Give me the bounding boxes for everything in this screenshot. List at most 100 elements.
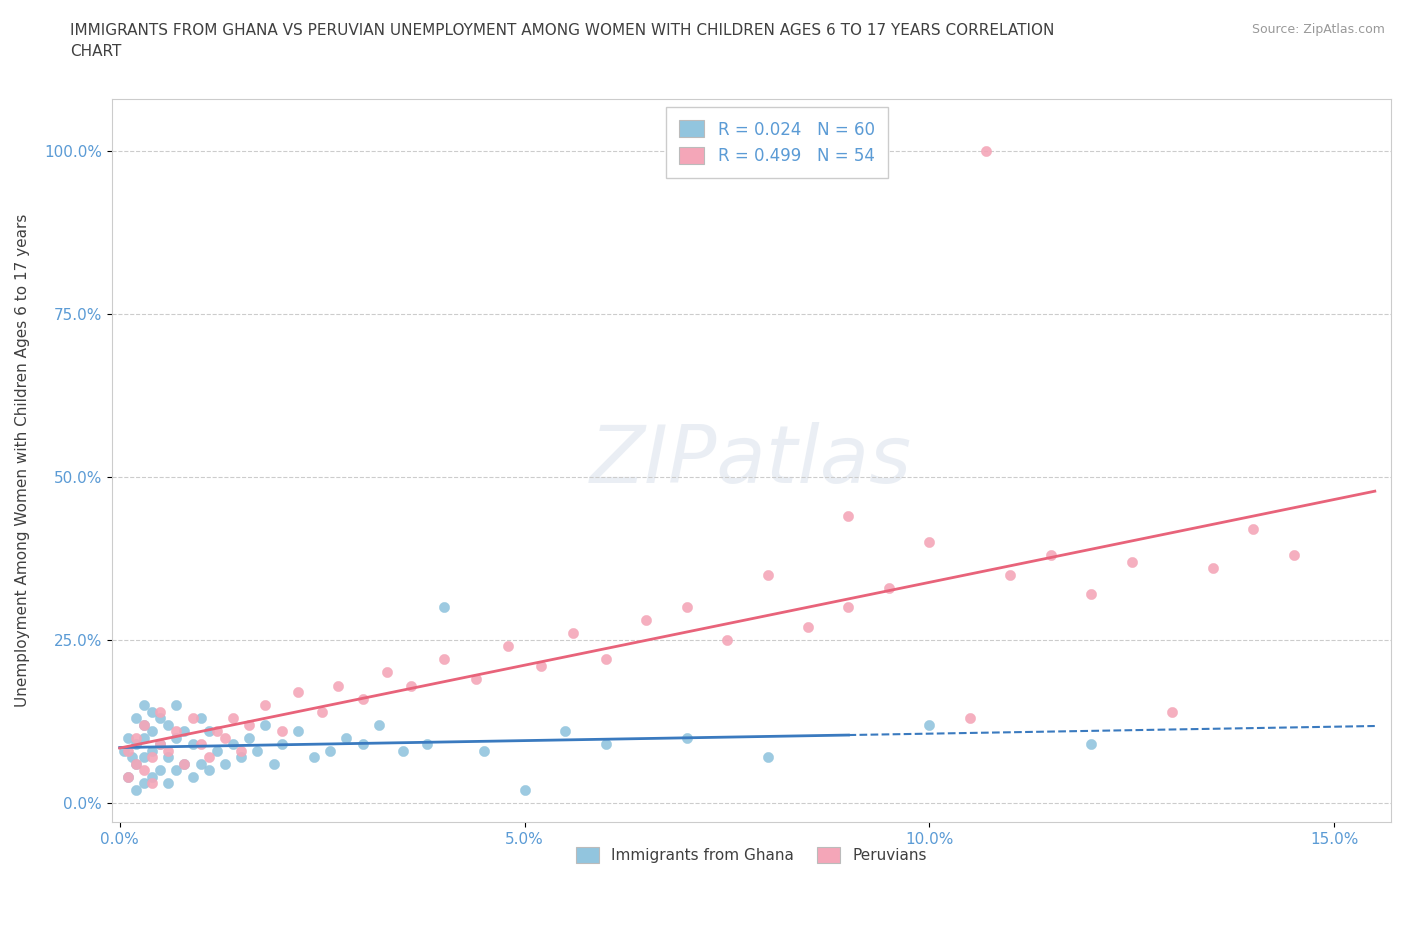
Point (125, 782, 148, 797)
Point (392, 743, 415, 758)
Point (125, 756, 148, 771)
Point (675, 730, 697, 745)
Point (263, 756, 285, 771)
Point (254, 717, 277, 732)
Point (416, 737, 439, 751)
Point (141, 750, 163, 764)
Point (837, 600, 859, 615)
Point (132, 750, 155, 764)
Point (112, 743, 135, 758)
Point (165, 763, 187, 777)
Point (554, 724, 576, 738)
Point (1282, 548, 1305, 563)
Point (149, 763, 172, 777)
Point (238, 730, 260, 745)
Point (149, 704, 172, 719)
Point (117, 730, 139, 745)
Point (918, 535, 941, 550)
Point (1000, 567, 1022, 582)
Point (190, 737, 212, 751)
Point (214, 730, 236, 745)
Point (141, 769, 163, 784)
Point (254, 698, 277, 712)
Point (125, 756, 148, 771)
Point (141, 724, 163, 738)
Point (399, 678, 422, 693)
Text: ZIPatlas: ZIPatlas (591, 421, 912, 499)
Point (149, 737, 172, 751)
Point (173, 724, 195, 738)
Point (197, 750, 219, 764)
Point (756, 567, 779, 582)
Point (190, 711, 212, 725)
Point (121, 750, 143, 764)
Point (375, 665, 398, 680)
Point (125, 730, 148, 745)
Point (165, 698, 187, 712)
Point (117, 743, 139, 758)
Point (319, 743, 342, 758)
Point (675, 600, 697, 615)
Point (157, 776, 180, 790)
Point (311, 704, 333, 719)
Point (918, 717, 941, 732)
Point (270, 724, 292, 738)
Point (132, 776, 155, 790)
Point (246, 743, 269, 758)
Point (287, 724, 309, 738)
Point (287, 684, 309, 699)
Point (352, 691, 374, 706)
Point (498, 639, 520, 654)
Point (302, 750, 325, 764)
Point (157, 743, 180, 758)
Y-axis label: Unemployment Among Women with Children Ages 6 to 17 years: Unemployment Among Women with Children A… (15, 214, 30, 707)
Point (231, 743, 253, 758)
Point (595, 652, 617, 667)
Point (181, 737, 204, 751)
Point (165, 724, 187, 738)
Point (1080, 737, 1102, 751)
Point (181, 711, 204, 725)
Point (141, 776, 163, 790)
Point (335, 730, 357, 745)
Point (149, 711, 172, 725)
Point (270, 737, 292, 751)
Point (125, 737, 148, 751)
Point (157, 750, 180, 764)
Point (1202, 561, 1225, 576)
Point (231, 750, 253, 764)
Point (433, 600, 456, 615)
Text: Source: ZipAtlas.com: Source: ZipAtlas.com (1251, 23, 1385, 36)
Point (125, 711, 148, 725)
Point (238, 717, 260, 732)
Point (132, 717, 155, 732)
Point (1161, 704, 1184, 719)
Point (877, 580, 900, 595)
Point (716, 632, 738, 647)
Point (837, 509, 859, 524)
Point (132, 763, 155, 777)
Point (173, 756, 195, 771)
Text: IMMIGRANTS FROM GHANA VS PERUVIAN UNEMPLOYMENT AMONG WOMEN WITH CHILDREN AGES 6 : IMMIGRANTS FROM GHANA VS PERUVIAN UNEMPL… (70, 23, 1054, 60)
Point (117, 769, 139, 784)
Point (132, 730, 155, 745)
Point (157, 717, 180, 732)
Point (222, 737, 245, 751)
Point (117, 769, 139, 784)
Point (756, 750, 779, 764)
Point (181, 769, 204, 784)
Point (205, 724, 228, 738)
Point (190, 756, 212, 771)
Point (974, 143, 997, 158)
Point (797, 619, 820, 634)
Point (562, 626, 585, 641)
Point (513, 782, 536, 797)
Point (1121, 554, 1143, 569)
Point (222, 711, 245, 725)
Point (328, 678, 350, 693)
Point (959, 711, 981, 725)
Point (634, 613, 657, 628)
Point (367, 717, 389, 732)
Point (205, 743, 228, 758)
Point (530, 658, 553, 673)
